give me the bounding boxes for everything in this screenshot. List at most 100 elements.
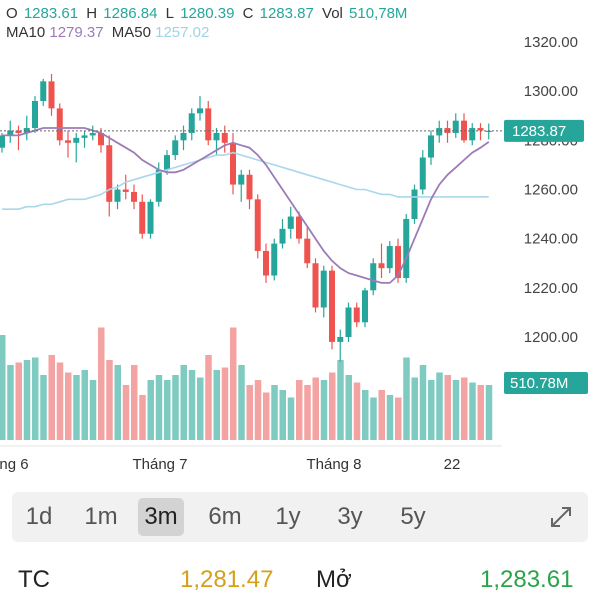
volume-bar <box>444 375 451 440</box>
tab-5y[interactable]: 5y <box>400 503 426 530</box>
volume-bar <box>122 385 130 440</box>
ma-readout: MA10 1279.37 MA50 1257.02 <box>6 23 209 42</box>
volume-bar <box>155 375 163 440</box>
volume-bar <box>106 360 113 440</box>
volume-bar <box>411 377 418 440</box>
y-tick-label: 1320.00 <box>524 34 578 51</box>
low-label: L <box>165 5 175 22</box>
tab-1d[interactable]: 1d <box>25 503 53 530</box>
candle-body <box>238 174 245 185</box>
ma50-value: 1257.02 <box>155 24 210 41</box>
volume-tag-label: 510.78M <box>510 375 568 392</box>
candle-body <box>15 130 22 133</box>
candle-body <box>287 216 294 229</box>
volume-bar <box>147 380 154 440</box>
tab-6m[interactable]: 6m <box>208 503 242 530</box>
volume-bar <box>296 380 303 440</box>
candle-body <box>254 199 261 251</box>
open-price-value: 1,283.61 <box>480 566 574 593</box>
candle-body <box>378 263 385 269</box>
volume-bar <box>197 377 204 440</box>
candle-body <box>98 132 104 146</box>
candle-body <box>188 113 195 133</box>
x-tick-label: 22 <box>444 456 461 473</box>
candle-body <box>271 243 278 276</box>
volume-bar <box>320 380 328 440</box>
volume-bar <box>395 397 402 440</box>
volume-bar <box>164 380 171 440</box>
tc-label: TC <box>18 566 50 593</box>
candle-body <box>279 228 286 244</box>
close-value: 1283.87 <box>259 5 314 22</box>
tab-3m[interactable]: 3m <box>138 498 184 536</box>
volume-bar <box>452 380 460 440</box>
volume-bar <box>477 385 484 440</box>
volume-bar <box>7 365 14 440</box>
candle-body <box>320 270 327 308</box>
candle-body <box>73 137 80 143</box>
high-label: H <box>86 5 98 22</box>
range-tabs: 1d 1m 3m 6m 1y 3y 5y <box>12 492 588 542</box>
volume-bar <box>32 357 39 440</box>
candle-body <box>213 132 220 141</box>
candle-body <box>395 246 401 278</box>
volume-bar <box>172 375 179 440</box>
candle-body <box>65 140 71 143</box>
candle-body <box>122 189 129 192</box>
candle-body <box>345 307 352 337</box>
candle-body <box>164 155 170 170</box>
volume-bar <box>81 370 88 440</box>
volume-bar <box>139 395 146 440</box>
volume-label: Vol <box>322 5 343 22</box>
expand-icon[interactable] <box>548 504 574 530</box>
candle-body <box>403 219 410 278</box>
volume-bar <box>469 382 476 440</box>
candle-body <box>452 120 459 133</box>
candle-body <box>304 238 311 264</box>
x-tick-label: Tháng 7 <box>132 456 187 473</box>
y-tick-label: 1220.00 <box>524 280 578 297</box>
candle-body <box>131 191 137 202</box>
ohlc-readout: O 1283.61 H 1286.84 L 1280.39 C 1283.87 … <box>6 4 411 23</box>
candle-body <box>32 101 38 129</box>
volume-bar <box>419 365 427 440</box>
y-tick-label: 1300.00 <box>524 83 578 100</box>
tab-1y[interactable]: 1y <box>275 503 301 530</box>
high-value: 1286.84 <box>103 5 158 22</box>
volume-bar <box>254 380 262 440</box>
candle-body <box>221 132 228 143</box>
volume-bar <box>329 372 336 440</box>
volume-bar <box>287 397 295 440</box>
tab-1m[interactable]: 1m <box>84 503 118 530</box>
ma10-value: 1279.37 <box>49 24 104 41</box>
ma50-line <box>2 151 489 210</box>
last-price-tag <box>504 119 584 142</box>
candle-body <box>428 135 434 158</box>
volume-bar <box>386 395 394 440</box>
x-tick-label: Tháng 8 <box>306 456 361 473</box>
volume-bar <box>246 385 253 440</box>
candle-body <box>205 108 212 141</box>
volume-bar <box>271 385 278 440</box>
candle-body <box>56 108 63 141</box>
candle-body <box>89 132 96 136</box>
volume-bar <box>485 385 493 440</box>
volume-bar <box>304 385 311 440</box>
candle-body <box>312 263 319 308</box>
candle-body <box>411 189 418 219</box>
candle-body <box>172 140 179 156</box>
last-price-label: 1283.87 <box>512 123 566 140</box>
tab-3y[interactable]: 3y <box>337 503 363 530</box>
ma10-line <box>2 127 490 284</box>
candle-body <box>0 135 5 148</box>
y-tick-label: 1240.00 <box>524 231 578 248</box>
candle-body <box>147 201 154 234</box>
volume-bar <box>188 370 196 440</box>
candlestick-chart: 1320.001300.001280.001260.001240.001220.… <box>0 34 588 473</box>
candle-body <box>114 189 121 202</box>
volume-bar <box>461 377 468 440</box>
candle-body <box>296 216 302 239</box>
candle-body <box>246 174 253 200</box>
volume-bar <box>436 372 443 440</box>
ma50-label: MA50 <box>111 24 151 41</box>
